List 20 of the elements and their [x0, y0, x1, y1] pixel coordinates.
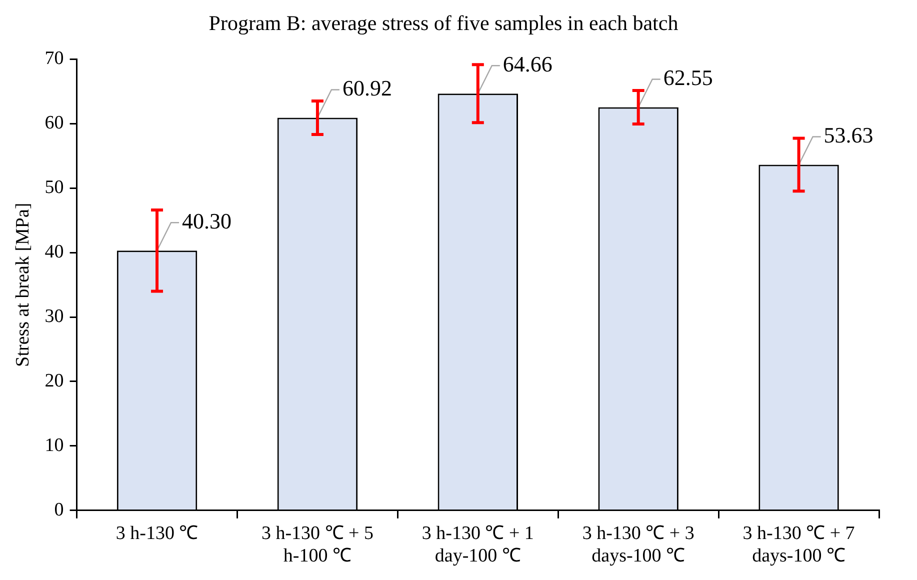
y-tick-label: 50 — [44, 177, 64, 198]
data-label: 60.92 — [342, 76, 392, 101]
y-tick-label: 0 — [54, 499, 64, 520]
x-tick-label: 3 h-130 ℃ + 5 h-100 ℃ — [261, 522, 374, 567]
x-tick-label: 3 h-130 ℃ + 3 days-100 ℃ — [582, 522, 694, 567]
y-tick-label: 60 — [44, 112, 64, 134]
y-tick-label: 10 — [44, 434, 64, 456]
y-axis-title: Stress at break [MPa] — [12, 202, 34, 367]
y-tick-label: 70 — [44, 48, 64, 70]
x-tick-label: 3 h-130 ℃ — [116, 522, 198, 544]
x-tick-label: 3 h-130 ℃ + 7 days-100 ℃ — [742, 522, 855, 567]
data-label: 53.63 — [824, 122, 874, 148]
data-label: 62.55 — [663, 65, 713, 90]
y-tick-label: 40 — [44, 242, 64, 263]
x-tick-label: 3 h-130 ℃ + 1 day-100 ℃ — [422, 522, 534, 567]
y-tick-label: 20 — [44, 370, 64, 392]
data-label: 64.66 — [502, 51, 552, 76]
y-tick-label: 30 — [44, 306, 64, 328]
data-label: 40.30 — [182, 208, 232, 234]
chart-title: Program B: average stress of five samples in each batch — [208, 11, 679, 36]
